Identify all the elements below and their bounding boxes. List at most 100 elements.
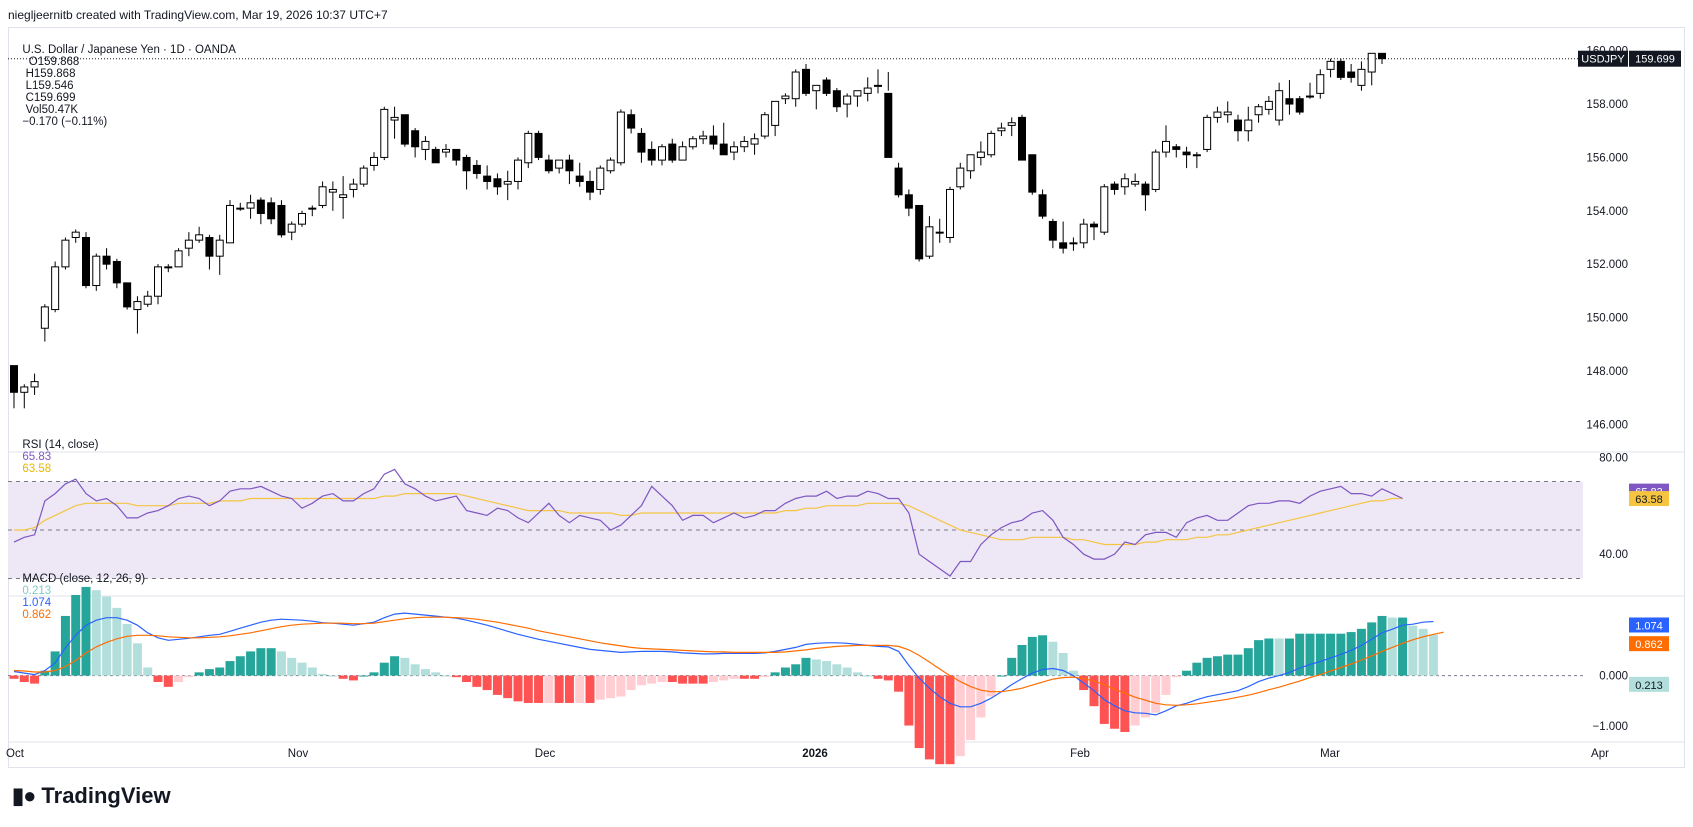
macd-histogram-bar xyxy=(420,669,430,676)
ohlc-vol: 50.47K xyxy=(41,104,79,116)
candle-down xyxy=(884,92,893,158)
candle-down xyxy=(1172,146,1181,150)
candle-up xyxy=(287,223,296,233)
ohlc-low-label: L xyxy=(22,80,32,92)
macd-histogram-bar xyxy=(770,672,780,676)
ohlc-close-label: C xyxy=(22,92,34,104)
macd-histogram-bar xyxy=(1048,641,1058,676)
macd-signal-value: 0.862 xyxy=(22,609,52,621)
time-tick-label: Oct xyxy=(6,748,25,760)
signal-value-badge-label: 0.862 xyxy=(1635,639,1663,651)
time-tick-label: Mar xyxy=(1320,748,1340,760)
price-tick-label: 152.000 xyxy=(1586,259,1628,271)
candle-up xyxy=(1306,95,1314,98)
rsi-tick-label: 80.00 xyxy=(1599,452,1628,464)
macd-histogram-bar xyxy=(616,675,626,697)
macd-histogram-bar xyxy=(451,675,461,678)
candle-up xyxy=(791,71,800,100)
macd-histogram-bar xyxy=(1367,622,1377,676)
candle-down xyxy=(1048,220,1057,241)
macd-histogram-bar xyxy=(986,675,996,697)
candle-up xyxy=(92,255,101,287)
candle-up xyxy=(1079,223,1088,244)
macd-histogram-bar xyxy=(1212,656,1222,676)
macd-histogram-bar xyxy=(1377,615,1387,676)
macd-histogram-bar xyxy=(215,667,225,676)
candle-up xyxy=(298,212,306,225)
candle-up xyxy=(1007,122,1016,126)
macd-histogram-bar xyxy=(523,675,533,703)
candle-down xyxy=(1090,223,1098,228)
time-tick-label: 2026 xyxy=(802,748,828,760)
macd-legend: MACD (close, 12, 26, 9) 0.213 1.074 0.86… xyxy=(16,561,145,621)
macd-histogram-bar xyxy=(472,675,482,687)
macd-histogram-bar xyxy=(1140,675,1150,718)
macd-histogram-bar xyxy=(1110,675,1120,729)
candle-down xyxy=(1110,183,1119,190)
macd-histogram-bar xyxy=(1284,638,1294,676)
candle-down xyxy=(112,261,121,284)
candle-up xyxy=(1120,178,1129,188)
candle-up xyxy=(174,250,183,268)
candle-up xyxy=(760,114,769,137)
candle-up xyxy=(935,231,944,234)
macd-histogram-bar xyxy=(30,675,40,684)
time-tick-label: Feb xyxy=(1070,748,1090,760)
macd-histogram-bar xyxy=(1305,633,1315,676)
macd-histogram-bar xyxy=(1408,625,1418,676)
candle-down xyxy=(802,68,810,94)
price-tick-label: 148.000 xyxy=(1586,366,1628,378)
candle-down xyxy=(915,204,924,260)
candle-down xyxy=(483,175,492,182)
ohlc-high: 159.868 xyxy=(33,68,76,80)
candle-down xyxy=(452,148,461,161)
candle-up xyxy=(380,108,389,158)
candle-down xyxy=(1336,60,1345,78)
rsi-ma-badge xyxy=(1629,491,1669,507)
candle-down xyxy=(719,143,728,156)
macd-histogram-bar xyxy=(1274,638,1284,676)
macd-histogram-bar xyxy=(174,675,184,683)
macd-histogram-bar xyxy=(554,675,564,703)
candle-down xyxy=(10,365,18,393)
macd-histogram-bar xyxy=(667,675,677,683)
candle-up xyxy=(71,231,80,238)
candle-down xyxy=(267,202,276,220)
candle-down xyxy=(668,143,677,161)
macd-histogram-bar xyxy=(1130,675,1140,726)
candle-up xyxy=(524,132,533,164)
macd-histogram-bar xyxy=(328,675,338,677)
macd-histogram-bar xyxy=(863,675,873,677)
price-tick-label: 154.000 xyxy=(1586,206,1628,218)
candle-down xyxy=(1028,154,1037,193)
macd-histogram-bar xyxy=(1182,670,1192,676)
macd-histogram-bar xyxy=(1428,634,1438,676)
time-tick-label: Apr xyxy=(1591,748,1609,760)
macd-histogram-bar xyxy=(19,675,29,683)
candle-down xyxy=(277,204,286,236)
ohlc-high-label: H xyxy=(22,68,34,80)
candle-up xyxy=(514,159,522,182)
macd-histogram-bar xyxy=(503,675,513,699)
macd-histogram-bar xyxy=(1356,628,1366,676)
candle-up xyxy=(1357,68,1366,86)
candle-down xyxy=(1018,116,1026,161)
macd-histogram-bar xyxy=(914,675,924,749)
candle-up xyxy=(1316,74,1325,94)
ohlc-change: −0.170 (−0.11%) xyxy=(22,116,108,128)
candle-up xyxy=(874,84,882,87)
candle-up xyxy=(154,266,162,297)
candle-down xyxy=(832,90,841,108)
chart-frame[interactable] xyxy=(8,27,1685,768)
rsi-ma-line xyxy=(14,493,1403,546)
signal-value-badge xyxy=(1629,636,1669,652)
macd-histogram-bar xyxy=(904,675,914,726)
macd-histogram-bar xyxy=(852,672,862,676)
macd-histogram-bar xyxy=(585,675,595,703)
macd-histogram-bar xyxy=(966,675,976,741)
macd-histogram-bar xyxy=(390,656,400,676)
candle-up xyxy=(442,148,450,153)
candle-up xyxy=(699,135,708,140)
rsi-title: RSI (14, close) xyxy=(22,439,99,451)
